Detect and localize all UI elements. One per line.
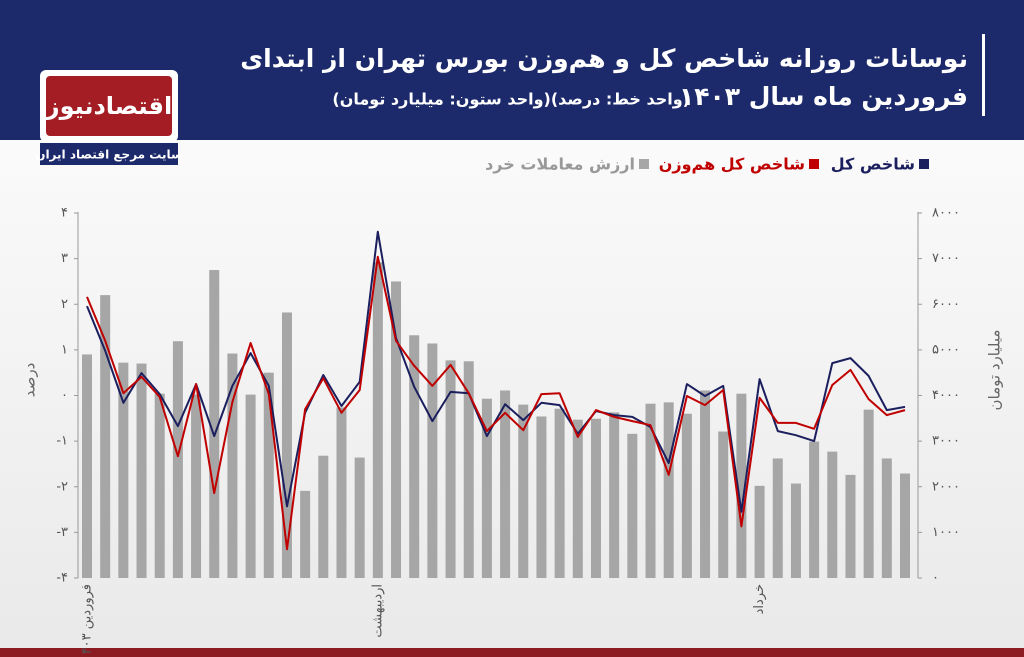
bar bbox=[136, 363, 147, 578]
bar bbox=[518, 404, 529, 578]
bar bbox=[554, 408, 565, 578]
bar bbox=[263, 372, 274, 578]
y-tick-label: -۴ bbox=[56, 571, 68, 586]
x-tick-label: فروردین ۱۴۰۳ bbox=[80, 584, 95, 657]
legend-swatch bbox=[809, 159, 819, 169]
header-rule bbox=[982, 34, 985, 116]
y-axis-label: درصد bbox=[21, 363, 39, 398]
bar bbox=[572, 419, 583, 578]
y-tick-label: -۱ bbox=[56, 434, 68, 449]
line-series bbox=[86, 230, 906, 513]
logo-box bbox=[46, 76, 172, 136]
bar bbox=[881, 458, 892, 578]
footer-band bbox=[0, 648, 1024, 657]
legend-label: شاخص کل bbox=[831, 155, 915, 174]
bar bbox=[372, 262, 383, 578]
chart-title-line2: فروردین ماه سال ۱۴۰۳ bbox=[679, 82, 968, 112]
bar bbox=[191, 394, 202, 578]
y-tick-label: ۲ bbox=[61, 297, 68, 312]
y2-tick-label: ۸۰۰۰ bbox=[932, 206, 960, 221]
bar bbox=[827, 451, 838, 578]
bar bbox=[409, 335, 420, 578]
bar bbox=[845, 474, 856, 578]
bar bbox=[790, 483, 801, 578]
legend-swatch bbox=[639, 159, 649, 169]
bar bbox=[663, 402, 674, 578]
chart-subtitle: (واحد خط: درصد)(واحد ستون: میلیارد تومان… bbox=[332, 90, 690, 109]
bar bbox=[172, 341, 183, 578]
bar bbox=[681, 413, 692, 578]
bar bbox=[645, 403, 656, 578]
y2-tick-label: ۷۰۰۰ bbox=[932, 251, 960, 266]
chart-title: نوسانات روزانه شاخص کل و هم‌وزن بورس تهر… bbox=[240, 44, 968, 74]
bar bbox=[245, 394, 256, 578]
y-tick-label: ۱ bbox=[61, 342, 68, 357]
bar bbox=[736, 393, 747, 578]
y2-tick-label: ۰ bbox=[932, 571, 939, 586]
bar bbox=[227, 353, 238, 578]
bar bbox=[700, 390, 711, 578]
bar bbox=[863, 409, 874, 578]
logo-text: اقتصادنیوز bbox=[45, 92, 172, 120]
line-series bbox=[86, 255, 906, 551]
bar bbox=[118, 362, 129, 578]
y-tick-label: -۳ bbox=[56, 525, 68, 540]
legend-label: ارزش معاملات خرد bbox=[485, 155, 635, 174]
bar bbox=[82, 354, 92, 578]
legend-swatch bbox=[919, 159, 929, 169]
bar bbox=[100, 295, 111, 578]
y-tick-label: ۰ bbox=[61, 388, 68, 403]
bar bbox=[391, 281, 402, 578]
y2-tick-label: ۴۰۰۰ bbox=[932, 388, 960, 403]
bar bbox=[500, 390, 511, 578]
bar bbox=[481, 398, 492, 578]
bar bbox=[445, 360, 456, 578]
y2-tick-label: ۳۰۰۰ bbox=[932, 434, 960, 449]
x-tick-label: خرداد bbox=[752, 584, 767, 614]
y2-axis-label: میلیارد تومان bbox=[986, 330, 1004, 411]
bar bbox=[536, 416, 547, 578]
bar bbox=[718, 431, 729, 578]
y2-tick-label: ۲۰۰۰ bbox=[932, 479, 960, 494]
bar bbox=[427, 343, 438, 578]
logo: اقتصادنیوز سایت مرجع اقتصاد ایران bbox=[35, 70, 183, 165]
legend-label: شاخص کل هم‌وزن bbox=[659, 155, 805, 174]
y-tick-label: ۴ bbox=[61, 206, 68, 221]
bar bbox=[590, 418, 601, 578]
y-tick-label: ۳ bbox=[61, 251, 68, 266]
bar bbox=[463, 361, 474, 578]
y2-tick-label: ۵۰۰۰ bbox=[932, 342, 960, 357]
bar bbox=[609, 412, 620, 578]
bar bbox=[336, 407, 347, 578]
y-tick-label: -۲ bbox=[56, 479, 68, 494]
x-tick-label: اردیبهشت bbox=[370, 584, 385, 638]
bar bbox=[900, 473, 910, 578]
bar bbox=[154, 393, 165, 578]
logo-tagline: سایت مرجع اقتصاد ایران bbox=[35, 148, 183, 162]
bar bbox=[627, 433, 638, 578]
logo-strip bbox=[40, 143, 178, 165]
y2-tick-label: ۱۰۰۰ bbox=[932, 525, 960, 540]
bar bbox=[300, 490, 311, 578]
bar bbox=[209, 270, 220, 578]
bar bbox=[354, 457, 365, 578]
bar bbox=[809, 441, 820, 578]
bar bbox=[754, 485, 765, 578]
bar bbox=[772, 458, 783, 578]
bar bbox=[281, 312, 292, 578]
y2-tick-label: ۶۰۰۰ bbox=[932, 297, 960, 312]
bar bbox=[318, 455, 329, 578]
